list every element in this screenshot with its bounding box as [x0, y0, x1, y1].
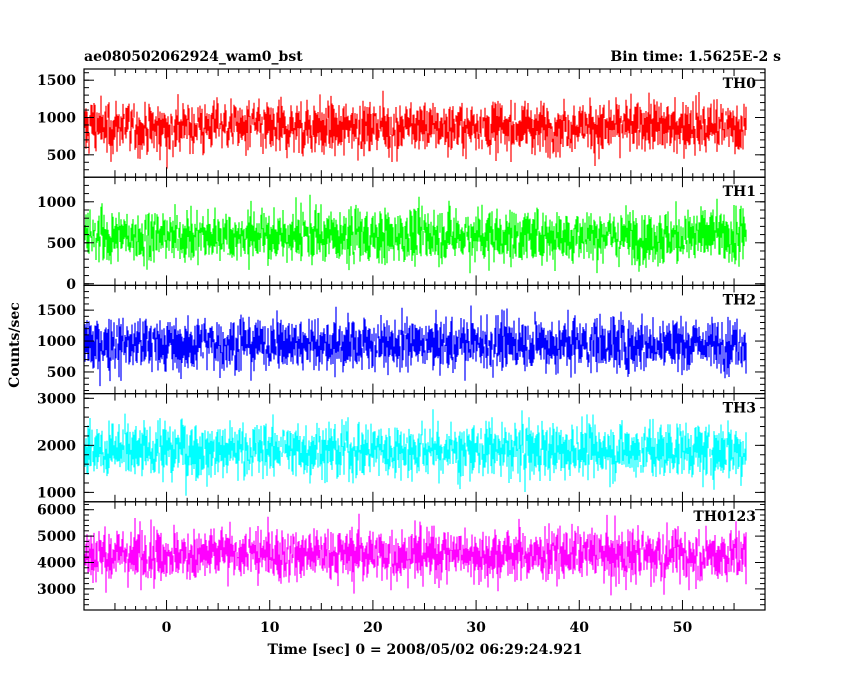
x-tick-label: 0 [162, 620, 172, 636]
y-tick-label: 1000 [37, 485, 76, 501]
y-tick-label: 1500 [37, 303, 76, 319]
panel-th2: 500 1000 1500 TH2 [37, 284, 766, 395]
y-tick-label: 2000 [37, 438, 76, 454]
x-tick-label: 10 [260, 620, 280, 636]
x-axis-label: Time [sec] 0 = 2008/05/02 06:29:24.921 [268, 642, 583, 658]
panel-label: TH0 [723, 76, 757, 92]
y-tick-label: 4000 [37, 555, 76, 571]
y-tick-label: 0 [66, 277, 76, 293]
y-tick-label: 6000 [37, 503, 76, 519]
y-tick-label: 500 [47, 236, 76, 252]
panel-label: TH0123 [693, 509, 756, 525]
x-tick-label: 30 [466, 620, 486, 636]
x-tick-label: 40 [570, 620, 590, 636]
series-th0123 [84, 513, 747, 596]
panel-th0: 500 1000 1500 TH0 [37, 68, 766, 178]
panel-th3: 1000 2000 3000 TH3 [37, 391, 766, 503]
panel-label: TH2 [723, 292, 756, 308]
y-tick-label: 3000 [37, 391, 76, 407]
y-tick-label: 5000 [37, 529, 76, 545]
bin-time-label: Bin time: 1.5625E-2 s [610, 49, 781, 65]
series-th2 [84, 305, 747, 387]
y-tick-label: 500 [47, 365, 76, 381]
series-th1 [84, 194, 747, 274]
y-tick-label: 1000 [37, 334, 76, 350]
y-tick-label: 1500 [37, 73, 76, 89]
y-tick-label: 3000 [37, 582, 76, 598]
y-axis-label: Counts/sec [7, 302, 23, 388]
panel-th0123: 3000 4000 5000 6000 TH0123 [37, 501, 766, 611]
panel-th1: 0 500 1000 TH1 [37, 176, 766, 293]
y-tick-label: 500 [47, 148, 76, 164]
x-tick-label: 50 [673, 620, 693, 636]
x-tick-label: 20 [363, 620, 383, 636]
series-th0 [84, 90, 747, 169]
panel-label: TH3 [723, 401, 756, 417]
series-th3 [84, 409, 747, 496]
y-tick-label: 1000 [37, 111, 76, 127]
panel-label: TH1 [723, 184, 756, 200]
y-tick-label: 1000 [37, 195, 76, 211]
chart-title: ae080502062924_wam0_bst [84, 49, 303, 65]
